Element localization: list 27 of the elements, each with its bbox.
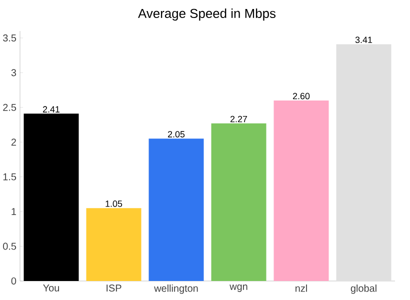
y-tick-label: 0.5 — [3, 242, 16, 250]
bar — [274, 100, 329, 281]
data-label: 2.41 — [42, 106, 60, 112]
x-tick-label: You — [43, 284, 59, 292]
x-tick-label: wellington — [154, 284, 198, 294]
data-label: 2.05 — [168, 131, 185, 138]
y-tick-label: 0 — [11, 277, 16, 285]
chart-title: Average Speed in Mbps — [138, 8, 276, 21]
bar — [336, 44, 392, 281]
y-tick-label: 1 — [12, 208, 16, 215]
bar — [148, 138, 204, 281]
y-tick-label: 1.5 — [3, 173, 16, 180]
x-tick-label: global — [350, 284, 376, 294]
y-tick-label: 3 — [11, 69, 16, 76]
x-tick-label: ISP — [106, 284, 122, 292]
data-label: 2.27 — [230, 116, 248, 122]
data-label: 1.05 — [106, 200, 122, 207]
data-label: 3.41 — [355, 36, 372, 44]
y-tick-label: 2.5 — [3, 104, 16, 111]
bar — [24, 114, 79, 281]
y-tick-label: 2 — [11, 138, 16, 146]
bar — [86, 208, 142, 281]
x-tick-label: nzl — [296, 284, 307, 292]
y-tick-label: 3.5 — [3, 34, 16, 42]
data-label: 2.60 — [292, 92, 310, 100]
bar — [211, 123, 266, 281]
x-tick-label: wgn — [230, 284, 248, 292]
